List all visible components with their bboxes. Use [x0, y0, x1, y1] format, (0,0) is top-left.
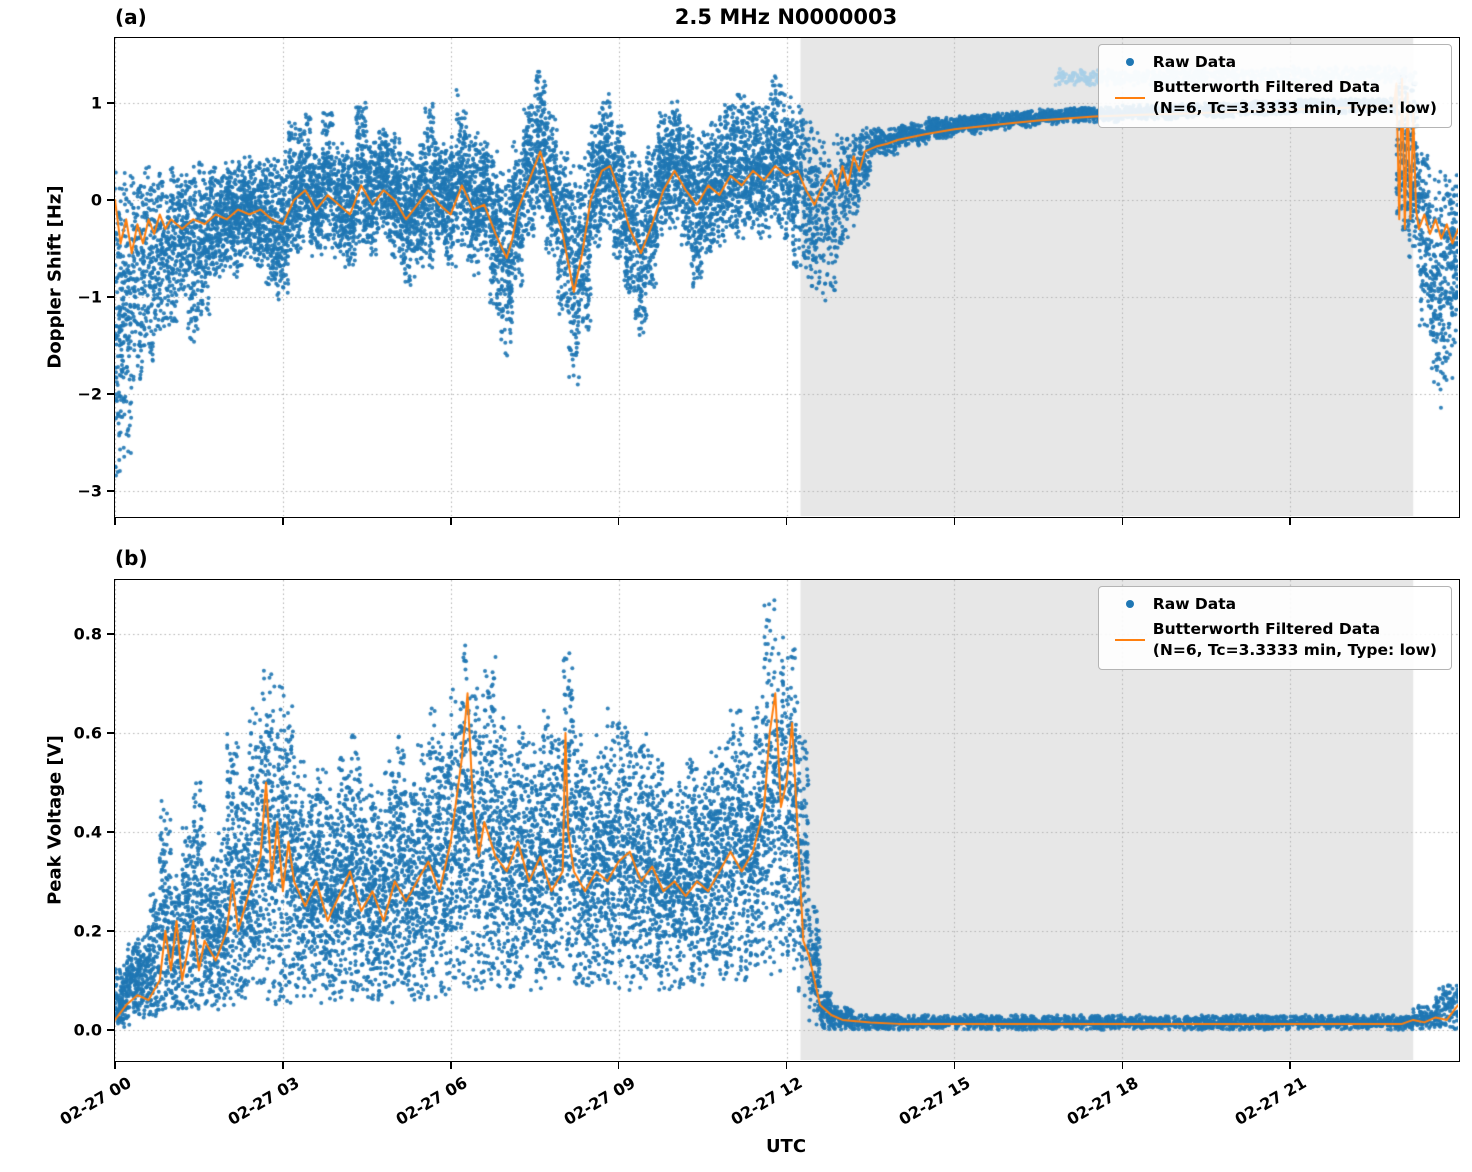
panel-a-y-axis-label: Doppler Shift [Hz] — [44, 185, 66, 369]
legend-filtered-data-label: Butterworth Filtered Data — [1152, 78, 1381, 97]
raw-data-marker-icon — [1125, 600, 1134, 608]
y-tick-mark — [106, 393, 114, 395]
figure-title: 2.5 MHz N0000003 — [674, 5, 898, 29]
raw-data-marker-icon — [1125, 58, 1134, 66]
y-tick-mark — [106, 1029, 114, 1031]
y-tick-mark — [106, 102, 114, 104]
y-tick-label: 0.8 — [73, 624, 102, 644]
x-tick-label: 02-27 21 — [1231, 1073, 1310, 1129]
x-tick-mark — [953, 517, 956, 525]
x-tick-mark — [1289, 1061, 1291, 1069]
x-tick-mark — [450, 517, 452, 525]
x-tick-mark — [785, 1061, 788, 1069]
y-tick-label: 0.6 — [73, 723, 102, 743]
panel-b-legend: Raw Data Butterworth Filtered Data (N=6,… — [1097, 586, 1452, 671]
panel-b-label: (b) — [115, 546, 148, 570]
filtered-data-marker-icon — [1114, 96, 1145, 99]
x-tick-mark — [617, 517, 620, 525]
y-tick-label: −3 — [77, 481, 102, 501]
y-tick-label: 1 — [90, 93, 102, 113]
x-tick-label: 02-27 03 — [224, 1073, 303, 1129]
x-tick-mark — [953, 1061, 956, 1069]
y-tick-mark — [106, 490, 114, 492]
x-tick-mark — [114, 1061, 116, 1069]
legend-filtered-data-label: Butterworth Filtered Data — [1152, 620, 1381, 639]
y-tick-label: 0.2 — [73, 921, 102, 941]
x-tick-label: 02-27 09 — [560, 1073, 639, 1129]
legend-entry-raw-data: Raw Data — [1107, 52, 1437, 72]
legend-filtered-data-sublabel: (N=6, Tc=3.3333 min, Type: low) — [1152, 98, 1437, 117]
y-tick-label: 0.4 — [73, 822, 102, 842]
y-tick-label: −1 — [77, 287, 102, 307]
x-tick-label: 02-27 12 — [728, 1073, 806, 1129]
legend-entry-filtered-data: Butterworth Filtered Data (N=6, Tc=3.333… — [1107, 619, 1437, 660]
x-tick-label: 02-27 06 — [392, 1073, 471, 1129]
x-tick-mark — [1289, 517, 1291, 525]
x-tick-mark — [1121, 1061, 1123, 1069]
x-tick-mark — [617, 1061, 620, 1069]
x-tick-mark — [282, 517, 284, 525]
x-tick-mark — [282, 1061, 284, 1069]
y-tick-mark — [106, 732, 114, 734]
x-tick-mark — [1121, 517, 1123, 525]
y-tick-mark — [106, 296, 114, 298]
y-tick-mark — [106, 831, 114, 833]
panel-b-y-axis-label: Peak Voltage [V] — [44, 735, 66, 905]
x-tick-mark — [114, 517, 116, 525]
y-tick-mark — [106, 199, 114, 201]
y-tick-label: 0 — [90, 190, 102, 210]
y-tick-mark — [106, 633, 114, 635]
panel-a-label: (a) — [115, 5, 147, 29]
x-tick-label: 02-27 00 — [56, 1073, 135, 1129]
filtered-data-marker-icon — [1114, 638, 1145, 641]
legend-raw-data-label: Raw Data — [1152, 53, 1237, 71]
x-tick-mark — [450, 1061, 452, 1069]
y-tick-mark — [106, 930, 114, 932]
legend-entry-raw-data: Raw Data — [1107, 594, 1437, 614]
legend-raw-data-label: Raw Data — [1152, 595, 1237, 613]
x-axis-label: UTC — [765, 1136, 807, 1157]
y-tick-label: 0.0 — [73, 1020, 102, 1040]
legend-entry-filtered-data: Butterworth Filtered Data (N=6, Tc=3.333… — [1107, 77, 1437, 118]
x-tick-label: 02-27 15 — [895, 1073, 974, 1129]
legend-filtered-data-sublabel: (N=6, Tc=3.3333 min, Type: low) — [1152, 640, 1437, 659]
x-tick-label: 02-27 18 — [1063, 1073, 1142, 1129]
x-tick-mark — [785, 517, 788, 525]
y-tick-label: −2 — [77, 384, 102, 404]
panel-a-legend: Raw Data Butterworth Filtered Data (N=6,… — [1097, 44, 1452, 129]
